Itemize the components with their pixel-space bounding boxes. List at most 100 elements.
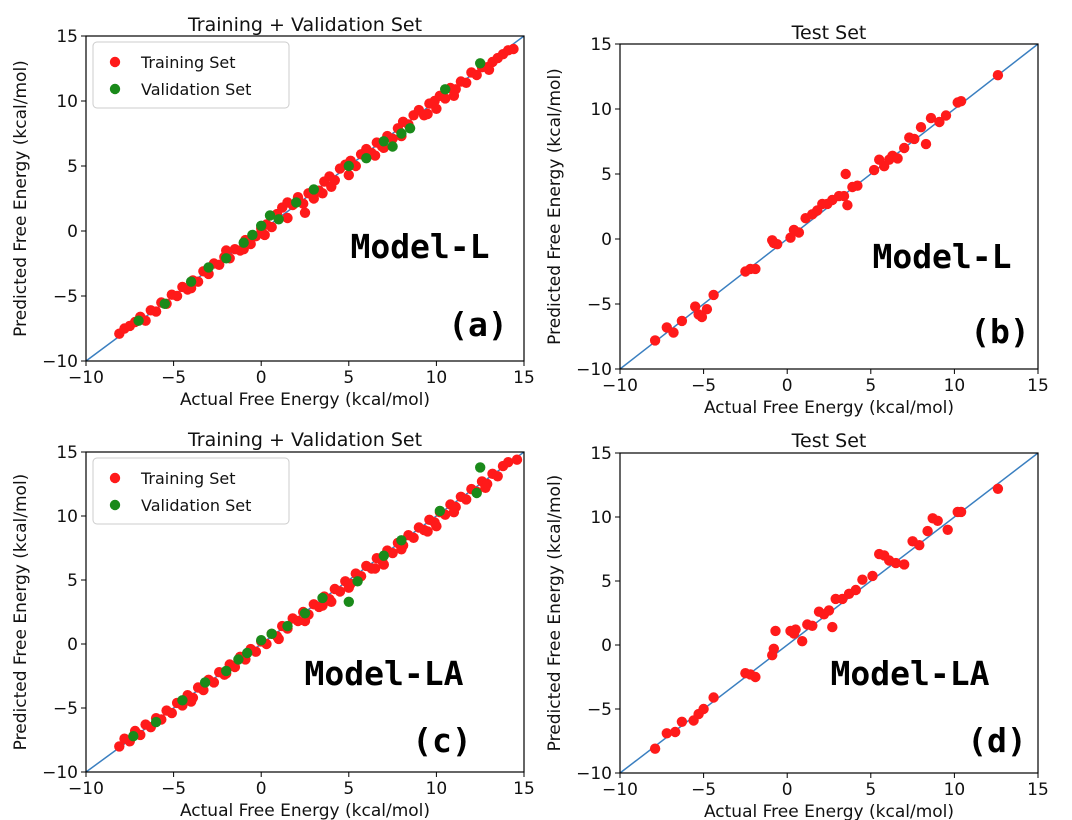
data-point xyxy=(698,703,709,715)
data-point xyxy=(915,122,927,133)
data-point xyxy=(422,526,433,537)
data-point xyxy=(133,315,144,326)
series-validation-set xyxy=(133,58,486,326)
data-point xyxy=(992,483,1004,494)
data-point xyxy=(264,210,276,221)
x-tick-label: 10 xyxy=(944,780,966,800)
data-point xyxy=(857,574,868,585)
data-point xyxy=(396,128,407,139)
data-point xyxy=(770,625,781,637)
data-point xyxy=(233,654,244,665)
chart-title: Training + Validation Set xyxy=(187,429,422,451)
legend-box xyxy=(92,41,290,109)
data-point xyxy=(932,515,943,526)
y-tick-label: 10 xyxy=(590,100,612,120)
data-point xyxy=(387,547,398,559)
x-tick-label: 10 xyxy=(426,368,448,388)
x-axis-label: Actual Free Energy (kcal/mol) xyxy=(180,801,430,820)
legend-entry: Validation Set xyxy=(141,80,251,99)
data-point xyxy=(299,608,311,619)
legend-entry: Training Set xyxy=(140,53,236,72)
data-point xyxy=(256,635,267,646)
y-tick-label: −10 xyxy=(42,352,78,372)
y-tick-label: 15 xyxy=(56,27,78,47)
data-point xyxy=(266,628,277,639)
y-tick-label: 5 xyxy=(67,571,78,591)
plot-frame xyxy=(85,451,525,773)
data-point xyxy=(242,647,253,659)
series-validation-set xyxy=(128,462,486,742)
data-point xyxy=(925,112,937,124)
x-tick-label: −5 xyxy=(691,780,716,800)
data-point xyxy=(221,665,232,677)
plot-frame xyxy=(619,43,1039,370)
data-point xyxy=(378,136,389,147)
data-point xyxy=(909,133,920,145)
data-point xyxy=(150,716,162,728)
data-point xyxy=(448,90,460,102)
y-tick-label: −10 xyxy=(576,360,612,380)
data-point xyxy=(208,677,220,688)
data-point xyxy=(892,153,903,164)
data-point xyxy=(396,544,407,555)
data-point xyxy=(696,311,708,323)
data-point xyxy=(992,70,1004,81)
data-point xyxy=(299,207,311,218)
x-tick-label: −5 xyxy=(161,779,186,799)
chart-title: Training + Validation Set xyxy=(187,14,422,36)
y-tick-label: 15 xyxy=(590,35,612,55)
data-point xyxy=(475,462,486,473)
data-point xyxy=(273,214,284,225)
data-point xyxy=(369,150,381,161)
data-point xyxy=(850,584,861,596)
data-point xyxy=(291,197,302,208)
legend-marker xyxy=(109,472,121,484)
y-tick-label: 10 xyxy=(56,92,78,112)
x-tick-label: 5 xyxy=(343,779,354,799)
data-point xyxy=(422,108,433,120)
data-point xyxy=(256,220,267,231)
series-training-set xyxy=(114,43,519,339)
y-tick-label: 10 xyxy=(590,508,612,528)
data-point xyxy=(387,141,398,152)
legend-entry: Validation Set xyxy=(141,496,251,515)
x-tick-label: 15 xyxy=(1027,376,1049,396)
data-point xyxy=(797,636,808,647)
panel-label: (a) xyxy=(448,305,508,344)
data-point xyxy=(440,84,451,95)
data-point xyxy=(317,592,328,604)
panel-label: (d) xyxy=(967,721,1027,760)
data-point xyxy=(378,559,389,570)
y-tick-label: 0 xyxy=(601,230,612,250)
data-point xyxy=(920,138,932,150)
y-tick-label: 0 xyxy=(67,635,78,655)
data-point xyxy=(431,521,442,532)
data-point xyxy=(508,43,519,55)
data-point xyxy=(471,487,482,499)
x-tick-label: 0 xyxy=(782,376,793,396)
data-point xyxy=(199,677,211,688)
data-point xyxy=(661,728,672,739)
data-point xyxy=(308,184,319,195)
x-tick-label: 15 xyxy=(513,368,535,388)
chart-panel-2: Test Set −10−10 −5 −5 0 0 5 5 10 10 15 15 Actual Fre… xyxy=(545,22,1049,418)
data-point xyxy=(511,454,523,465)
y-tick-label: 5 xyxy=(67,157,78,177)
plot-frame xyxy=(619,452,1039,774)
legend: Training Set Validation Set xyxy=(92,457,290,525)
data-point xyxy=(396,535,407,546)
legend-marker xyxy=(109,56,121,68)
data-point xyxy=(326,596,337,607)
y-tick-label: 5 xyxy=(601,572,612,592)
y-tick-label: −10 xyxy=(42,763,78,783)
data-point xyxy=(890,557,902,569)
data-point xyxy=(221,253,232,264)
data-point xyxy=(807,620,818,631)
x-tick-label: −5 xyxy=(161,368,186,388)
data-point xyxy=(431,103,442,115)
y-tick-label: −5 xyxy=(587,295,612,315)
data-point xyxy=(247,229,258,241)
data-point xyxy=(203,262,214,273)
model-label: Model-L xyxy=(872,237,1011,276)
chart-panel-3: Training + Validation Set −10−10 −5 −5 0 0 5 5 1… xyxy=(11,429,535,820)
